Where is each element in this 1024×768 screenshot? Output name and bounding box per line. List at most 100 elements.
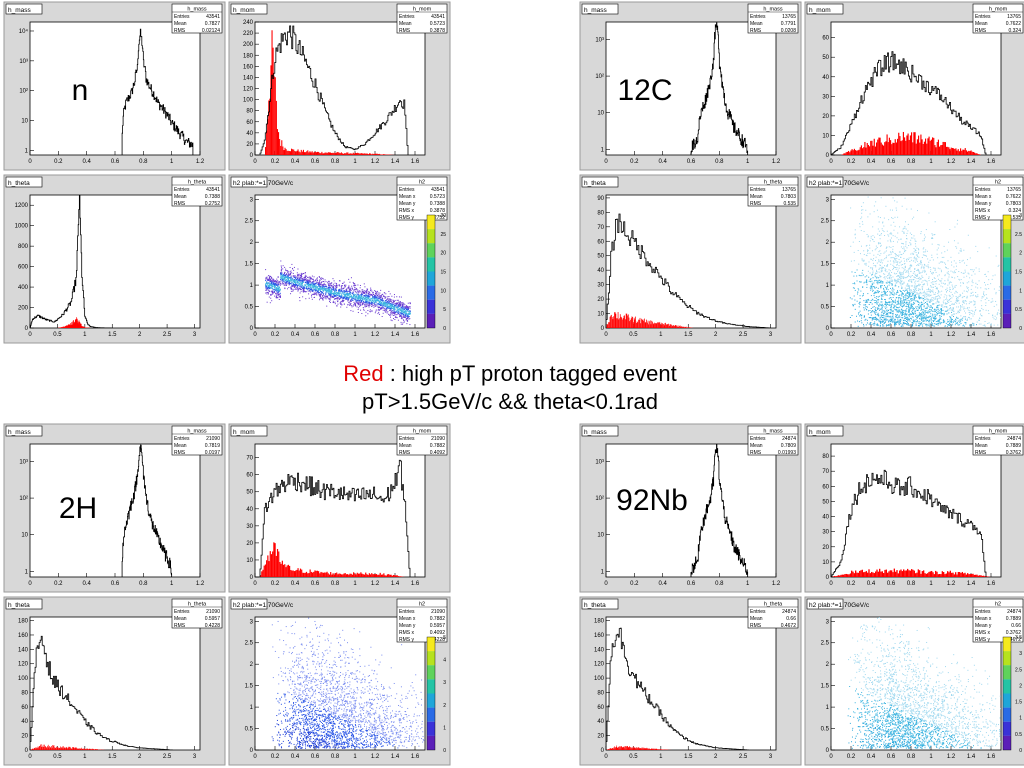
scatter-point [373, 297, 375, 299]
scatter-point [950, 320, 952, 322]
red-bin [274, 77, 276, 155]
scatter-point [328, 290, 330, 292]
scatter-point [322, 295, 324, 297]
x-tick-label: 1.5 [684, 332, 693, 338]
scatter-point [878, 320, 880, 322]
scatter-point [319, 286, 321, 288]
scatter-point [403, 314, 405, 316]
scatter-point [380, 307, 382, 309]
scatter-point [282, 265, 284, 267]
scatter-point [366, 306, 368, 308]
scatter-point [879, 264, 881, 266]
scatter-point [923, 309, 925, 311]
scatter-point [399, 303, 401, 305]
scatter-point [919, 278, 921, 280]
scatter-point [914, 295, 916, 297]
scatter-point [301, 283, 303, 285]
scatter-point [394, 305, 396, 307]
scatter-point [906, 247, 908, 249]
red-bin [895, 142, 897, 155]
red-bin [671, 324, 672, 328]
scatter-point [873, 254, 875, 256]
scatter-point [877, 312, 879, 314]
scatter-point [331, 292, 333, 294]
scatter-point [349, 301, 351, 303]
scatter-point [283, 281, 285, 283]
scatter-point [318, 286, 320, 288]
scatter-point [350, 277, 352, 279]
scatter-point [273, 291, 275, 293]
scatter-point [347, 288, 349, 290]
scatter-point [377, 306, 379, 308]
scatter-point [879, 254, 881, 256]
scatter-point [365, 294, 367, 296]
scatter-point [894, 252, 896, 254]
red-bin [898, 132, 900, 155]
scatter-point [350, 300, 352, 302]
scatter-point [962, 296, 964, 298]
scatter-point [302, 281, 304, 283]
scatter-point [909, 309, 911, 311]
scatter-point [873, 295, 875, 297]
scatter-point [888, 321, 890, 323]
scatter-point [355, 295, 357, 297]
red-bin [656, 322, 658, 328]
scatter-point [280, 269, 282, 271]
scatter-point [400, 309, 402, 311]
scatter-point [972, 315, 974, 317]
scatter-point [947, 278, 949, 280]
red-bin [285, 149, 287, 155]
scatter-point [285, 273, 287, 275]
scatter-point [988, 288, 990, 290]
y-tick-label: 0 [250, 326, 254, 332]
scatter-point [918, 278, 920, 280]
scatter-point [876, 303, 878, 305]
scatter-point [881, 284, 883, 286]
scatter-point [369, 309, 371, 311]
scatter-point [325, 281, 327, 283]
scatter-point [268, 290, 270, 292]
scatter-point [309, 280, 311, 282]
palette-swatch [427, 313, 435, 328]
x-tick-label: 1 [929, 332, 933, 338]
scatter-point [868, 276, 870, 278]
scatter-point [356, 298, 358, 300]
stats-value: 0.7388 [430, 201, 446, 207]
scatter-point [915, 259, 917, 261]
scatter-point [888, 219, 890, 221]
scatter-point [880, 286, 882, 288]
scatter-point [365, 300, 367, 302]
scatter-point [922, 266, 924, 268]
red-bin [673, 325, 674, 328]
scatter-point [324, 295, 326, 297]
scatter-point [928, 320, 930, 322]
scatter-point [937, 313, 939, 315]
scatter-point [919, 317, 921, 319]
red-bin [365, 153, 367, 155]
scatter-point [903, 303, 905, 305]
scatter-point [303, 286, 305, 288]
scatter-point [362, 299, 364, 301]
scatter-point [284, 288, 286, 290]
scatter-point [334, 301, 336, 303]
scatter-point [384, 308, 386, 310]
scatter-point [328, 286, 330, 288]
scatter-point [910, 265, 912, 267]
scatter-point [345, 284, 347, 286]
scatter-point [352, 294, 354, 296]
scatter-point [293, 284, 295, 286]
scatter-point [908, 279, 910, 281]
scatter-point [909, 298, 911, 300]
scatter-point [902, 325, 904, 327]
scatter-point [911, 304, 913, 306]
scatter-point [912, 285, 914, 287]
scatter-point [290, 286, 292, 288]
scatter-point [873, 322, 875, 324]
stats-label: Mean x [399, 194, 416, 200]
scatter-point [346, 297, 348, 299]
scatter-point [348, 278, 350, 280]
scatter-point [343, 285, 345, 287]
y-tick-label: 50 [822, 55, 829, 61]
scatter-point [917, 280, 919, 282]
y-tick-label: 1.5 [245, 262, 254, 268]
